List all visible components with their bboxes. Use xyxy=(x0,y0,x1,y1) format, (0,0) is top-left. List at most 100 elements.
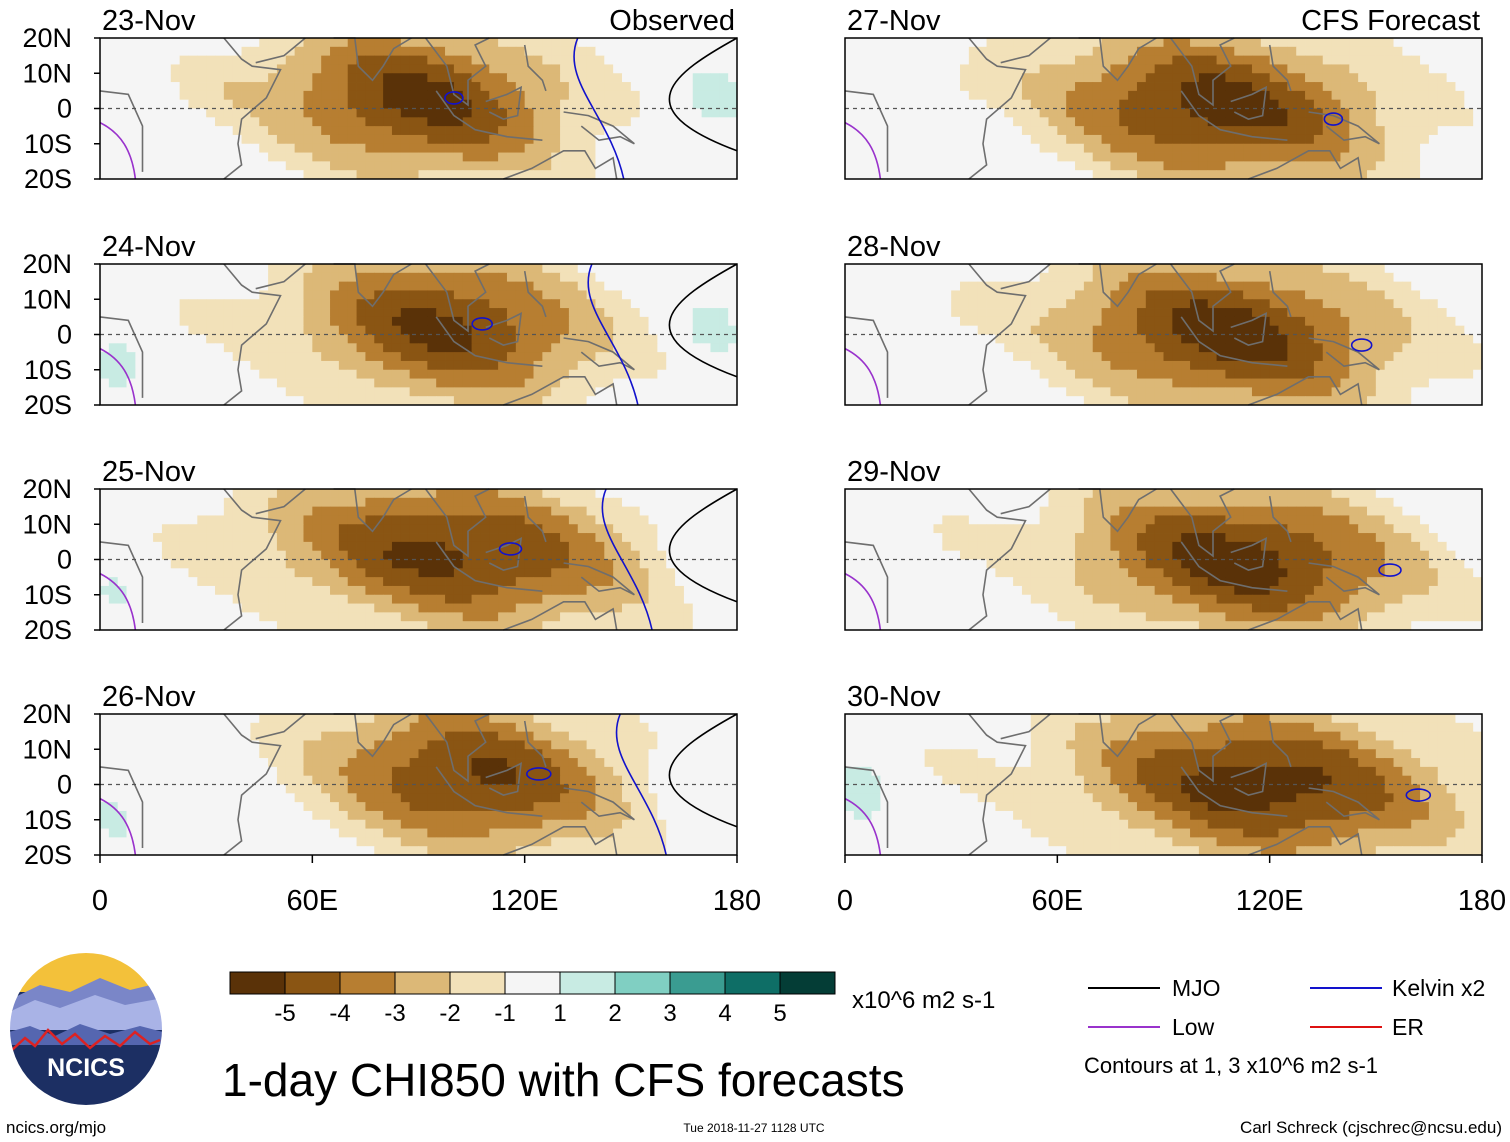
chi-cell xyxy=(666,515,676,525)
chi-cell xyxy=(135,38,145,48)
chi-cell xyxy=(223,603,234,613)
chi-cell xyxy=(683,73,694,83)
chi-cell xyxy=(427,585,437,596)
chi-cell xyxy=(347,793,357,803)
chi-cell xyxy=(1366,46,1377,57)
chi-cell xyxy=(321,533,331,543)
chi-cell xyxy=(294,594,304,604)
chi-cell xyxy=(675,775,685,785)
chi-cell xyxy=(853,64,864,74)
chi-cell xyxy=(241,272,251,283)
chi-cell xyxy=(285,731,296,741)
chi-cell xyxy=(303,152,313,162)
chi-cell xyxy=(126,758,136,768)
chi-cell xyxy=(692,352,703,362)
chi-cell xyxy=(135,714,145,724)
chi-cell xyxy=(347,775,357,785)
chi-cell xyxy=(515,352,526,362)
chi-cell xyxy=(330,819,340,829)
chi-cell xyxy=(675,281,685,291)
chi-cell xyxy=(515,594,526,604)
chi-cell xyxy=(161,334,172,344)
chi-cell xyxy=(330,766,340,777)
chi-cell xyxy=(692,73,703,83)
chi-cell xyxy=(728,846,738,856)
chi-cell xyxy=(365,170,375,180)
chi-cell xyxy=(692,126,703,136)
chi-cell xyxy=(462,612,472,622)
chi-cell xyxy=(604,281,614,291)
chi-cell xyxy=(197,758,207,768)
chi-cell xyxy=(338,541,349,552)
chi-cell xyxy=(338,766,349,777)
chi-cell xyxy=(276,559,287,569)
chi-cell xyxy=(179,308,189,318)
chi-cell xyxy=(223,568,234,578)
chi-cell xyxy=(630,117,641,127)
chi-cell xyxy=(551,489,561,499)
chi-cell xyxy=(170,837,181,847)
chi-cell xyxy=(648,73,658,83)
chi-cell xyxy=(188,334,198,344)
chi-cell xyxy=(595,334,605,344)
chi-cell xyxy=(1243,64,1253,74)
chi-cell xyxy=(294,621,304,631)
chi-cell xyxy=(126,170,136,180)
chi-cell xyxy=(551,550,561,560)
chi-cell xyxy=(453,360,464,371)
chi-cell xyxy=(489,46,499,57)
chi-cell xyxy=(338,126,349,136)
chi-cell xyxy=(568,396,579,406)
chi-cell xyxy=(374,82,384,92)
chi-cell xyxy=(303,343,313,353)
chi-cell xyxy=(542,152,552,162)
chi-cell xyxy=(604,343,614,353)
chi-cell xyxy=(356,828,366,838)
chi-cell xyxy=(197,299,207,309)
chi-cell xyxy=(586,264,596,274)
chi-cell xyxy=(1190,64,1200,74)
chi-cell xyxy=(586,152,596,162)
chi-cell xyxy=(250,38,260,48)
chi-cell xyxy=(498,621,508,631)
chi-cell xyxy=(648,846,658,856)
chi-cell xyxy=(383,126,393,136)
chi-cell xyxy=(560,621,570,631)
chi-cell xyxy=(330,810,340,821)
chi-cell xyxy=(968,55,979,65)
chi-cell xyxy=(480,731,490,741)
chi-cell xyxy=(330,46,340,57)
chi-cell xyxy=(1163,64,1173,74)
chi-cell xyxy=(533,758,543,768)
chi-cell xyxy=(215,793,225,803)
chi-cell xyxy=(347,38,357,48)
chi-cell xyxy=(232,152,242,162)
chi-cell xyxy=(276,108,287,118)
coastline xyxy=(424,37,490,107)
chi-cell xyxy=(383,352,393,362)
chi-cell xyxy=(338,550,349,560)
chi-cell xyxy=(480,90,490,101)
chi-cell xyxy=(728,108,738,118)
chi-cell xyxy=(480,73,490,83)
chi-cell xyxy=(135,272,145,283)
chi-cell xyxy=(710,533,720,543)
chi-cell xyxy=(223,299,234,309)
chi-cell xyxy=(710,793,720,803)
chi-cell xyxy=(241,621,251,631)
chi-cell xyxy=(161,352,172,362)
chi-cell xyxy=(568,170,579,180)
chi-cell xyxy=(338,143,349,153)
chi-cell xyxy=(453,134,464,145)
chi-cell xyxy=(223,577,234,587)
chi-cell xyxy=(391,99,402,109)
chi-cell xyxy=(259,352,269,362)
chi-cell xyxy=(968,46,979,57)
chi-cell xyxy=(161,55,172,65)
chi-cell xyxy=(701,99,711,109)
chi-cell xyxy=(489,612,499,622)
chi-cell xyxy=(383,281,393,291)
chi-cell xyxy=(604,559,614,569)
chi-cell xyxy=(374,170,384,180)
chi-cell xyxy=(232,515,242,525)
